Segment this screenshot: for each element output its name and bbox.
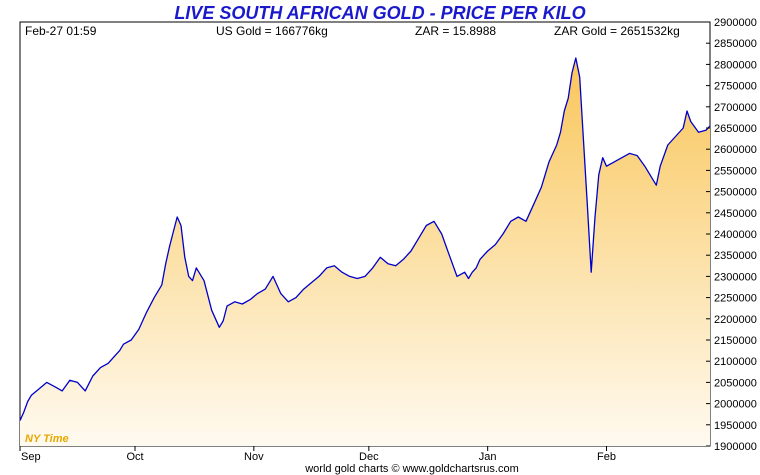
y-tick-label: 2550000 [714, 165, 757, 177]
x-tick-label: Sep [21, 451, 41, 463]
y-tick-label: 2800000 [714, 59, 757, 71]
info-zar-gold: ZAR Gold = 2651532kg [554, 24, 680, 38]
y-tick-label: 2150000 [714, 335, 757, 347]
info-datetime: Feb-27 01:59 [25, 24, 97, 38]
price-line [19, 57, 711, 421]
series-layer [19, 57, 711, 446]
x-tick-label: Feb [597, 451, 616, 463]
y-tick-label: 2700000 [714, 102, 757, 114]
y-tick-label: 2900000 [714, 17, 757, 29]
y-tick-label: 2500000 [714, 187, 757, 199]
y-tick-label: 2450000 [714, 208, 757, 220]
timezone-label: NY Time [25, 433, 69, 445]
y-tick-label: 2400000 [714, 229, 757, 241]
y-tick-label: 1900000 [714, 441, 757, 453]
price-area [20, 58, 710, 446]
y-tick-label: 2100000 [714, 356, 757, 368]
y-tick-label: 2000000 [714, 399, 757, 411]
chart-footer: world gold charts © www.goldchartsrus.co… [304, 463, 519, 475]
info-us-gold: US Gold = 166776kg [216, 24, 328, 38]
y-tick-label: 2650000 [714, 123, 757, 135]
info-zar-rate: ZAR = 15.8988 [415, 24, 496, 38]
y-tick-label: 2250000 [714, 293, 757, 305]
y-tick-label: 2850000 [714, 38, 757, 50]
x-tick-label: Dec [359, 451, 379, 463]
y-tick-label: 2750000 [714, 81, 757, 93]
y-tick-label: 2050000 [714, 377, 757, 389]
y-axis: 1900000 1950000 2000000 2050000 2100000 21500… [706, 17, 757, 453]
x-tick-label: Nov [244, 451, 264, 463]
x-tick-label: Oct [126, 451, 143, 463]
x-tick-label: Jan [479, 451, 497, 463]
y-tick-label: 1950000 [714, 420, 757, 432]
y-tick-label: 2200000 [714, 314, 757, 326]
x-axis: Sep Oct Nov Dec Jan Feb [19, 446, 616, 463]
y-tick-label: 2350000 [714, 250, 757, 262]
chart-title: LIVE SOUTH AFRICAN GOLD - PRICE PER KILO [174, 3, 585, 23]
y-tick-label: 2600000 [714, 144, 757, 156]
y-tick-label: 2300000 [714, 271, 757, 283]
